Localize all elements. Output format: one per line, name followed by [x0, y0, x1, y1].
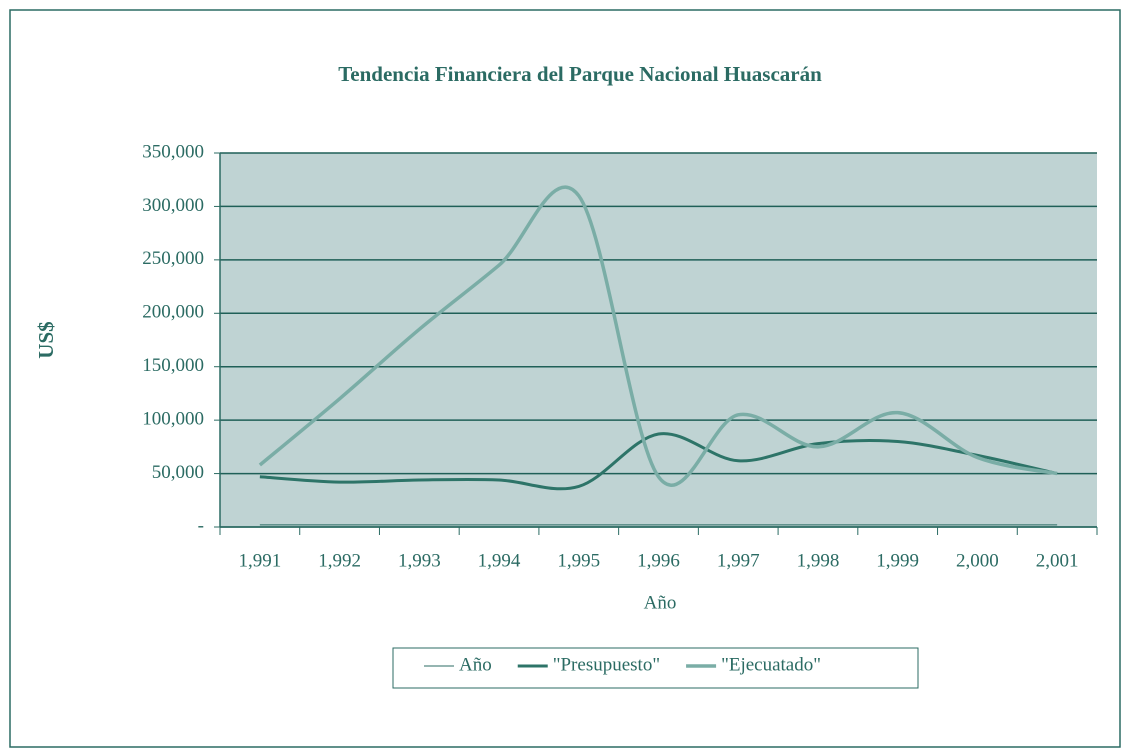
x-tick-label: 1,998 — [797, 550, 840, 571]
legend-box — [392, 647, 919, 689]
x-tick-label: 1,992 — [318, 550, 361, 571]
y-tick-label: 200,000 — [142, 302, 204, 323]
series-line — [259, 432, 1058, 491]
x-tick-label: 2,000 — [956, 550, 999, 571]
legend-label: Año — [459, 654, 492, 675]
legend-label: "Presupuesto" — [553, 654, 660, 675]
y-tick-label: 250,000 — [142, 248, 204, 269]
y-tick-label: - — [198, 515, 204, 536]
x-tick-label: 1,996 — [637, 550, 680, 571]
plot-area — [220, 153, 1097, 527]
y-tick-label: 300,000 — [142, 195, 204, 216]
x-tick-label: 1,999 — [876, 550, 919, 571]
x-tick-label: 2,001 — [1036, 550, 1079, 571]
x-tick-label: 1,991 — [238, 550, 281, 571]
y-tick-label: 50,000 — [152, 462, 204, 483]
y-axis-label: US$ — [34, 321, 58, 358]
frame — [9, 9, 1121, 748]
legend-label: "Ejecuatado" — [721, 654, 821, 675]
y-tick-label: 100,000 — [142, 409, 204, 430]
x-tick-label: 1,994 — [478, 550, 521, 571]
y-tick-label: 150,000 — [142, 355, 204, 376]
x-tick-label: 1,997 — [717, 550, 760, 571]
series-line — [258, 185, 1058, 487]
x-tick-label: 1,995 — [557, 550, 600, 571]
x-tick-label: 1,993 — [398, 550, 441, 571]
y-tick-label: 350,000 — [142, 141, 204, 162]
chart-title: Tendencia Financiera del Parque Nacional… — [338, 62, 822, 86]
x-axis-label: Año — [644, 592, 677, 613]
